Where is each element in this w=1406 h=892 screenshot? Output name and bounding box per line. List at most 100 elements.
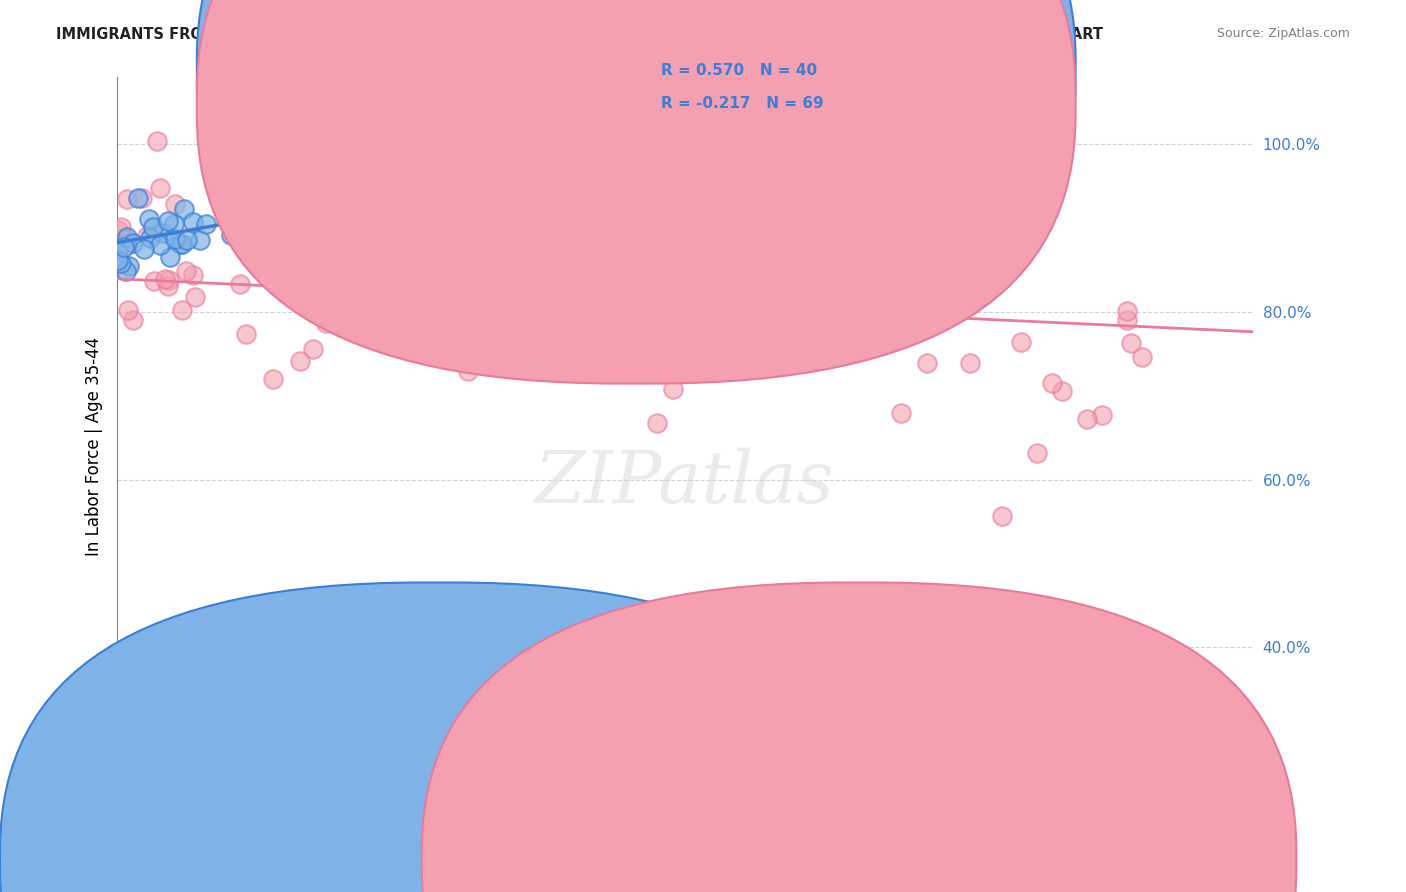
Point [163,217,186,231]
Point [138,211,160,226]
Point [132,242,155,256]
Point [176,233,198,247]
Point [149,181,172,195]
Point [127,191,149,205]
Point [714,283,737,297]
Text: 100.0%: 100.0% [1229,820,1286,834]
Point [163,197,186,211]
Point [1010,334,1032,349]
Point [1026,445,1049,459]
Point [453,298,475,312]
Point [966,253,988,268]
Point [157,278,180,293]
Point [165,232,187,246]
Point [347,161,370,175]
Point [247,212,270,227]
Point [236,194,259,208]
Point [107,257,129,271]
Point [142,219,165,234]
Point [839,337,862,351]
Point [262,372,284,386]
Point [107,223,129,237]
Point [429,173,451,187]
Point [550,346,572,360]
Point [110,255,132,269]
Point [305,180,328,194]
Point [915,355,938,369]
Point [115,237,138,252]
Text: IMMIGRANTS FROM BOSNIA AND HERZEGOVINA VS ALASKAN ATHABASCAN IN LABOR FORCE | AG: IMMIGRANTS FROM BOSNIA AND HERZEGOVINA V… [56,27,1104,43]
Point [366,281,388,295]
Text: 0.0%: 0.0% [105,820,145,834]
Text: Immigrants from Bosnia and Herzegovina: Immigrants from Bosnia and Herzegovina [457,853,776,867]
Point [959,356,981,370]
Point [420,143,443,157]
Point [122,313,145,327]
Point [146,134,169,148]
Point [173,202,195,216]
Point [340,165,363,179]
Point [302,342,325,356]
Point [253,238,276,252]
Point [181,215,204,229]
Point [115,192,138,206]
Point [607,336,630,351]
Point [311,204,333,219]
Point [1076,412,1098,426]
Point [181,268,204,282]
Point [169,237,191,252]
Point [426,320,449,334]
Text: Source: ZipAtlas.com: Source: ZipAtlas.com [1216,27,1350,40]
Point [174,264,197,278]
Point [745,290,768,304]
Point [229,277,252,291]
Point [662,382,685,396]
Point [184,290,207,304]
Point [288,354,311,368]
Point [117,303,139,318]
Point [112,240,135,254]
Point [136,228,159,243]
Point [1115,303,1137,318]
Point [463,269,485,284]
Point [285,207,308,221]
Text: Alaskan Athabascans: Alaskan Athabascans [879,853,1040,867]
Point [157,273,180,287]
Text: ZIPatlas: ZIPatlas [536,448,835,518]
Point [245,215,267,229]
Point [1121,336,1143,351]
Point [333,202,356,217]
Point [152,226,174,240]
Point [323,242,346,256]
Point [139,231,162,245]
Point [633,216,655,230]
Point [149,238,172,252]
Y-axis label: In Labor Force | Age 35-44: In Labor Force | Age 35-44 [86,336,103,556]
Point [249,185,271,199]
Point [567,318,589,332]
Point [368,218,391,232]
Point [107,242,129,256]
Point [593,316,616,330]
Point [153,272,176,286]
Point [905,297,928,311]
Point [219,228,242,243]
Point [235,327,257,342]
Point [159,250,181,264]
Point [339,191,361,205]
Point [107,253,129,268]
Point [315,316,337,330]
Point [1091,408,1114,422]
Point [695,221,717,235]
Text: R = 0.570   N = 40: R = 0.570 N = 40 [661,63,817,78]
Point [935,297,957,311]
Point [115,230,138,244]
Point [398,161,420,176]
Point [1052,384,1074,399]
Point [391,174,413,188]
Point [1116,312,1139,326]
Point [501,166,523,180]
Point [114,264,136,278]
Point [423,173,446,187]
Point [890,406,912,420]
